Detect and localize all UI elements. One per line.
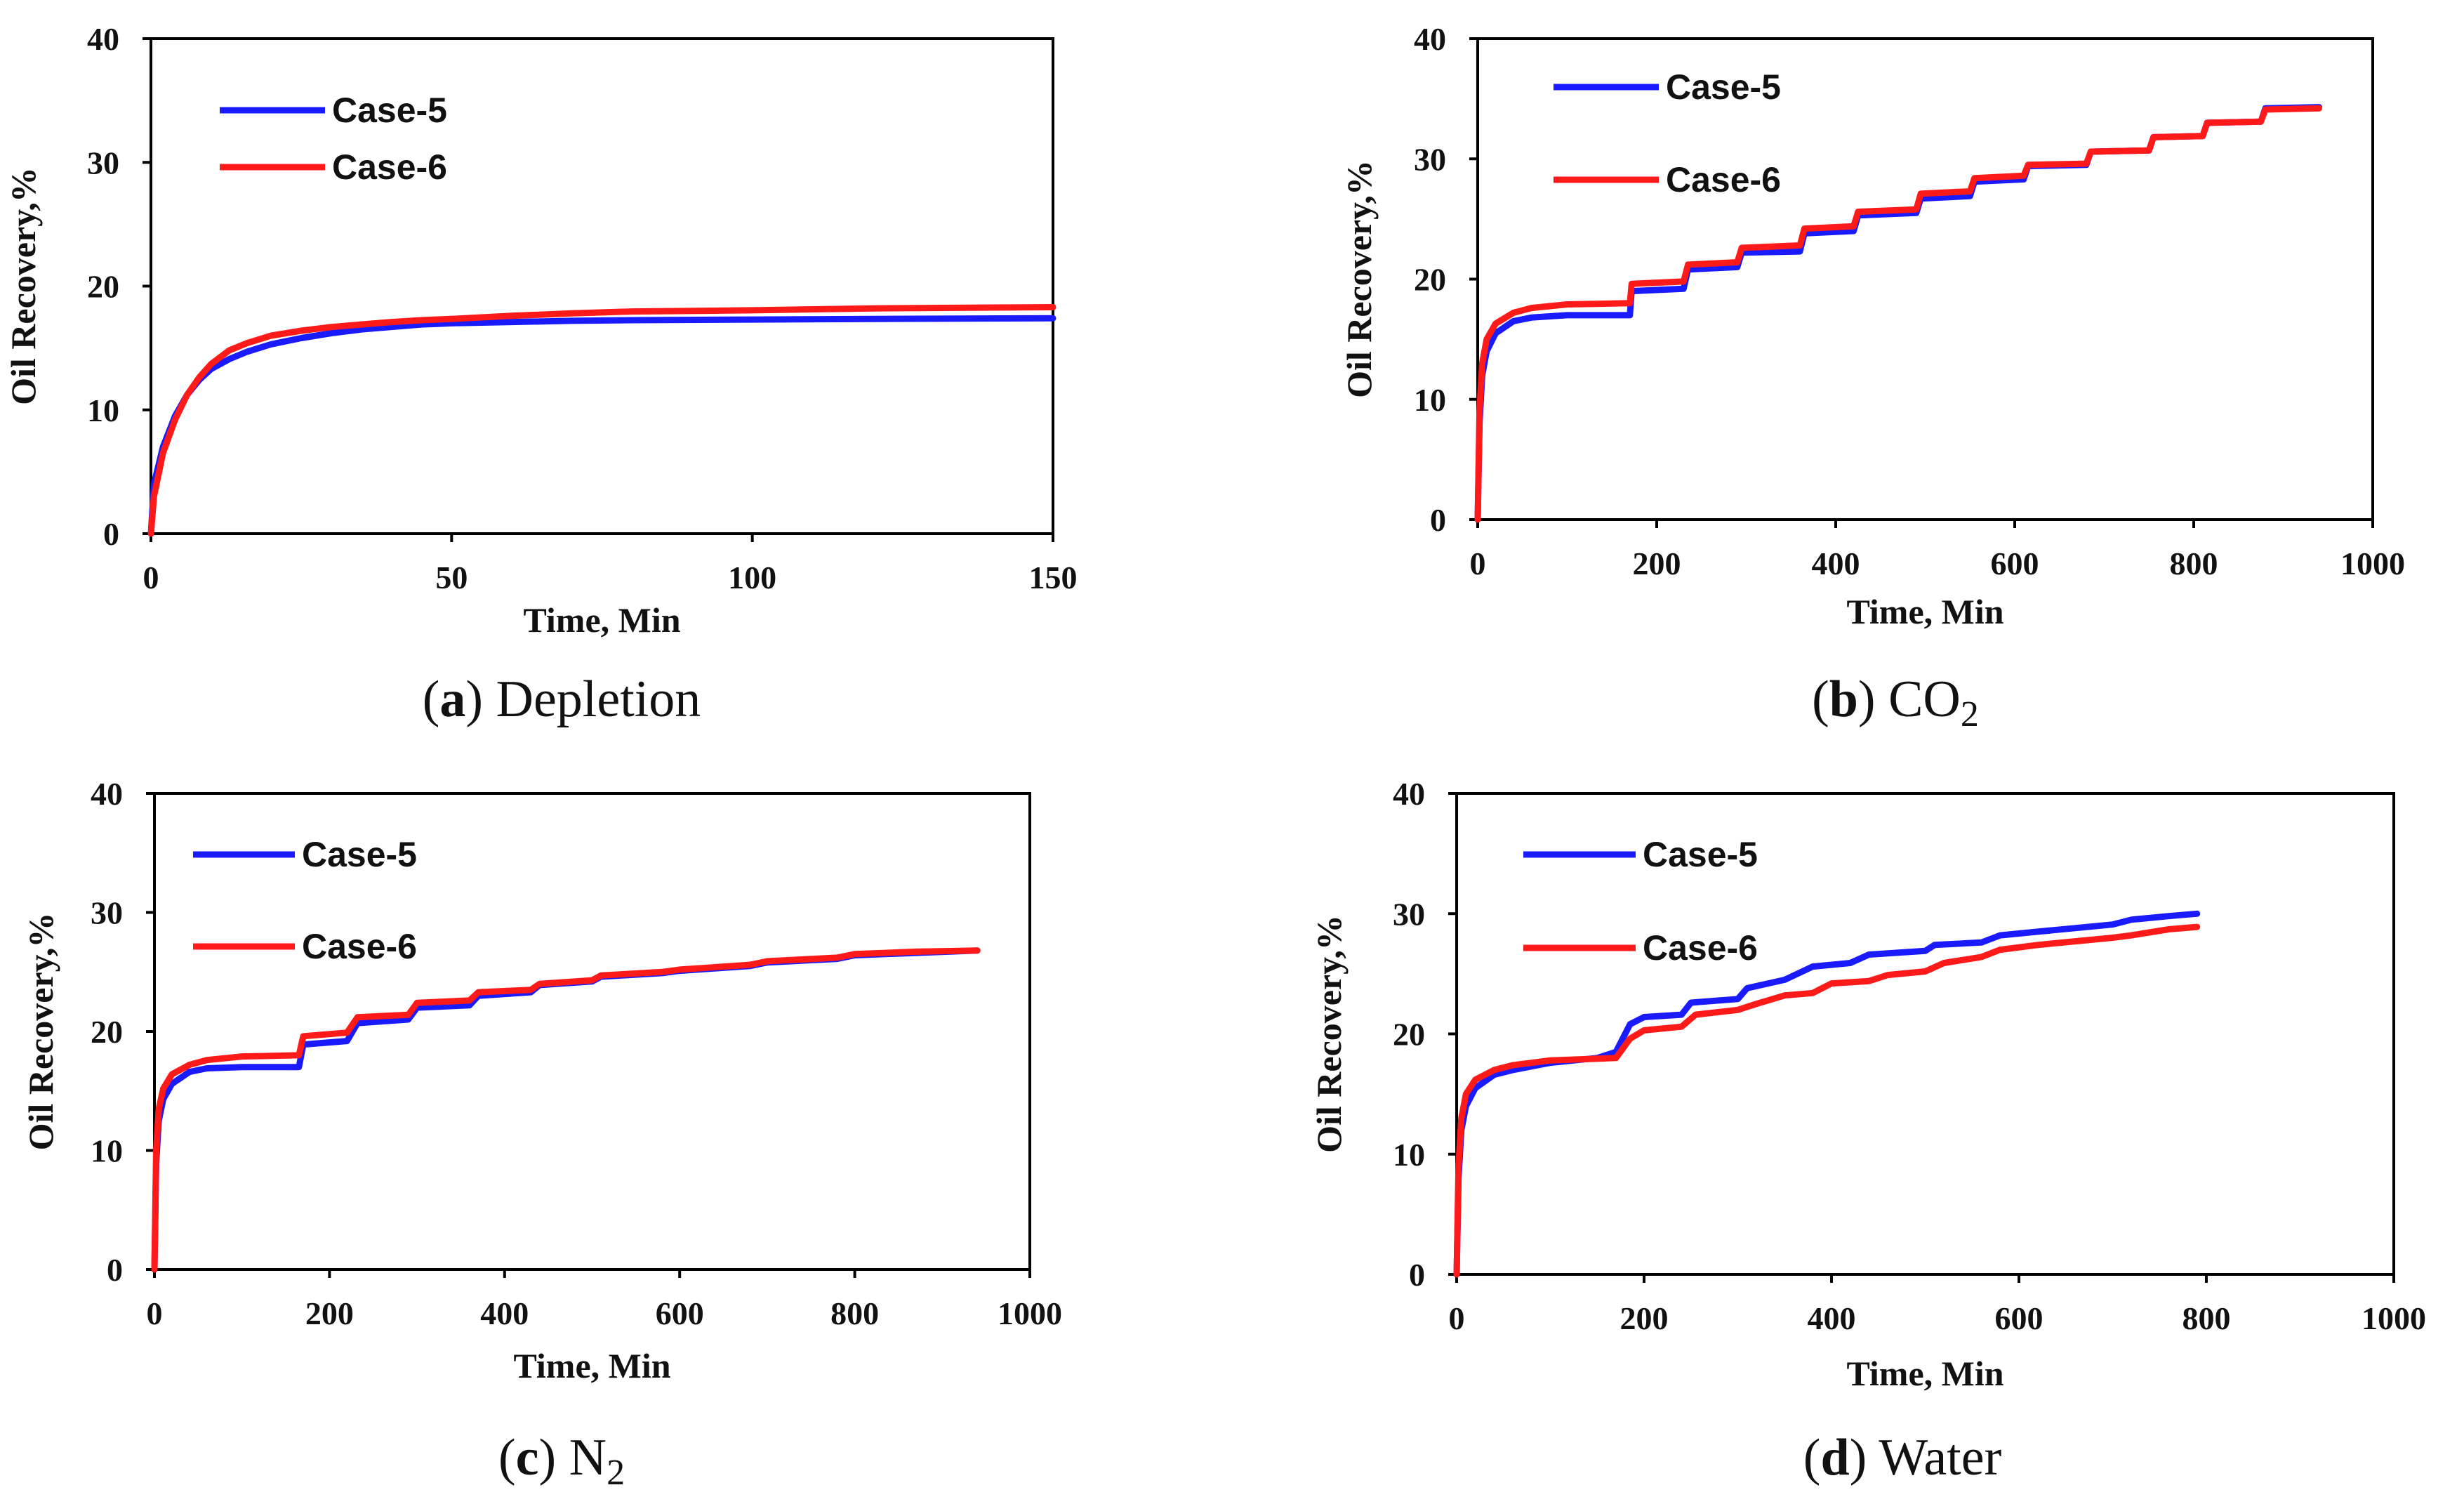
x-tick-label: 50 <box>435 560 468 595</box>
y-tick-label: 40 <box>1393 776 1425 812</box>
x-tick-label: 600 <box>656 1295 704 1331</box>
legend-label: Case-5 <box>332 91 447 130</box>
legend-label: Case-6 <box>1643 928 1758 968</box>
caption-text: N <box>569 1429 607 1486</box>
y-tick-label: 40 <box>1414 21 1446 57</box>
x-tick-label: 0 <box>1449 1300 1465 1336</box>
x-tick-label: 1000 <box>2340 546 2405 581</box>
x-tick-label: 100 <box>728 560 776 595</box>
series-line-case-5 <box>147 315 1057 537</box>
x-tick-label: 800 <box>2170 546 2218 581</box>
y-tick-label: 30 <box>91 895 123 931</box>
caption-subscript: 2 <box>607 1453 625 1493</box>
y-tick-label: 20 <box>87 269 119 305</box>
x-tick-label: 600 <box>1991 546 2039 581</box>
y-axis-title: Oil Recovery,% <box>1309 915 1349 1153</box>
x-tick-label: 0 <box>143 560 159 595</box>
y-tick-label: 20 <box>91 1014 123 1050</box>
x-tick-label: 200 <box>1620 1300 1669 1336</box>
y-tick-label: 0 <box>1409 1257 1425 1293</box>
y-tick-label: 10 <box>91 1133 123 1169</box>
caption-text: Water <box>1879 1429 2001 1486</box>
x-tick-label: 800 <box>2183 1300 2231 1336</box>
panel-a: 0 50 100 150 0 10 20 30 40 Time, Min Oil Recovery,… <box>4 21 1078 728</box>
y-tick-label: 10 <box>1414 382 1446 418</box>
panel-caption: (c) N2 <box>498 1429 625 1493</box>
x-axis-title: Time, Min <box>523 600 680 640</box>
y-tick-label: 10 <box>87 393 119 428</box>
y-tick-label: 0 <box>107 1252 123 1288</box>
series-line-case-5 <box>1474 104 2322 523</box>
caption-letter: d <box>1820 1429 1849 1486</box>
series-line-case-6 <box>151 947 981 1273</box>
caption-letter: c <box>516 1429 539 1486</box>
legend-label: Case-6 <box>1666 160 1781 199</box>
x-tick-label: 150 <box>1029 560 1078 595</box>
panel-c: 0 200 400 600 800 1000 0 10 20 30 40 Time, Min Oil R… <box>21 776 1062 1493</box>
x-axis-title: Time, Min <box>1846 1354 2003 1393</box>
panel-b: 0 200 400 600 800 1000 0 10 20 30 40 Time, Min Oil R… <box>1339 21 2405 734</box>
series-line-case-5 <box>151 947 981 1273</box>
legend-label: Case-6 <box>302 927 417 966</box>
y-tick-label: 30 <box>87 145 119 180</box>
caption-text: CO <box>1888 671 1961 728</box>
y-tick-label: 30 <box>1414 141 1446 177</box>
panel-caption: (b) CO2 <box>1812 671 1979 734</box>
series-line-case-6 <box>1474 105 2322 523</box>
legend-label: Case-5 <box>1666 67 1781 107</box>
panel-caption: (a) Depletion <box>423 671 701 728</box>
y-tick-label: 40 <box>91 776 123 812</box>
panel-caption: (d) Water <box>1803 1429 2001 1486</box>
x-axis-title: Time, Min <box>1846 592 2003 631</box>
x-tick-label: 400 <box>480 1295 529 1331</box>
x-tick-label: 200 <box>305 1295 354 1331</box>
plot-frame <box>153 792 1031 1271</box>
panel-d: 0 200 400 600 800 1000 0 10 20 30 40 Time, Min Oil R… <box>1309 776 2426 1486</box>
caption-text: Depletion <box>496 671 701 728</box>
x-tick-label: 0 <box>147 1295 163 1331</box>
x-tick-label: 0 <box>1470 546 1486 581</box>
caption-letter: a <box>439 671 465 728</box>
caption-letter: b <box>1829 671 1858 728</box>
plot-frame <box>1476 37 2374 521</box>
y-axis-title: Oil Recovery,% <box>1339 160 1379 398</box>
y-axis-title: Oil Recovery,% <box>4 167 43 405</box>
x-axis-title: Time, Min <box>513 1346 670 1385</box>
x-tick-label: 400 <box>1808 1300 1856 1336</box>
series-line-case-6 <box>1453 923 2201 1278</box>
legend-label: Case-5 <box>302 835 417 874</box>
y-axis-title: Oil Recovery,% <box>21 913 60 1151</box>
y-tick-label: 30 <box>1393 896 1425 932</box>
y-tick-label: 10 <box>1393 1137 1425 1173</box>
x-tick-label: 800 <box>830 1295 879 1331</box>
plot-frame <box>1455 792 2395 1276</box>
x-tick-label: 1000 <box>2362 1300 2426 1336</box>
y-tick-label: 20 <box>1414 262 1446 298</box>
y-tick-label: 0 <box>1430 502 1446 538</box>
x-tick-label: 400 <box>1812 546 1860 581</box>
series-line-case-5 <box>1453 910 2201 1278</box>
legend-label: Case-6 <box>332 147 447 187</box>
y-tick-label: 20 <box>1393 1017 1425 1053</box>
y-tick-label: 40 <box>87 21 119 57</box>
series-line-case-6 <box>147 304 1057 537</box>
caption-subscript: 2 <box>1961 694 1979 734</box>
x-tick-label: 600 <box>1995 1300 2044 1336</box>
legend-label: Case-5 <box>1643 835 1758 874</box>
x-tick-label: 1000 <box>998 1295 1062 1331</box>
x-tick-label: 200 <box>1633 546 1681 581</box>
y-tick-label: 0 <box>103 516 119 552</box>
